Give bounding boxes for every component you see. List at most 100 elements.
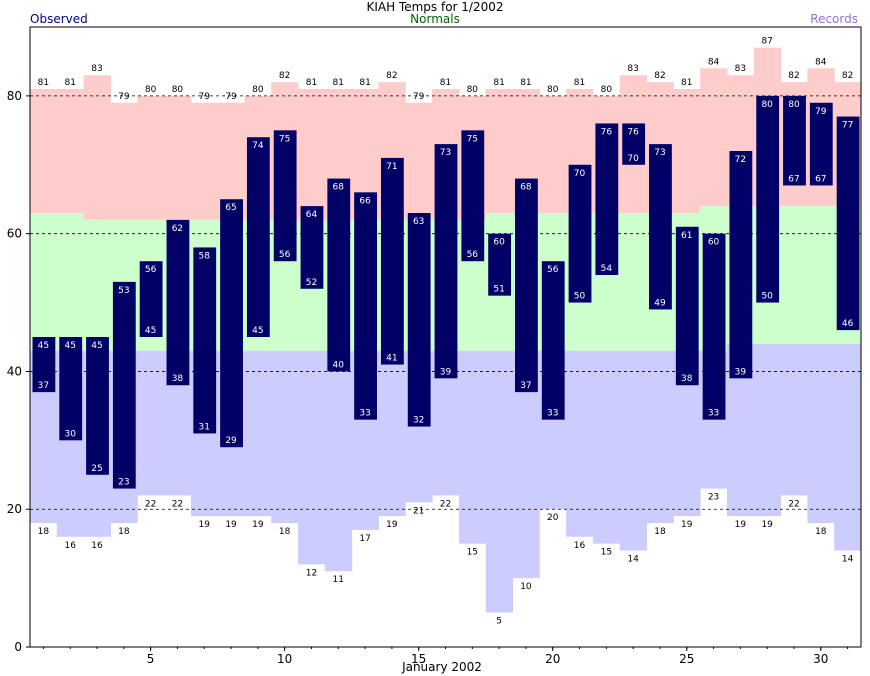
observed-high-label: 45 xyxy=(64,341,75,351)
observed-bar xyxy=(783,95,806,186)
observed-high-label: 56 xyxy=(145,265,157,275)
record-high-band xyxy=(190,102,219,220)
record-high-label: 79 xyxy=(118,92,130,102)
record-high-label: 82 xyxy=(654,71,665,81)
observed-high-label: 75 xyxy=(467,134,478,144)
record-high-band xyxy=(137,95,165,220)
observed-high-label: 58 xyxy=(199,251,211,261)
record-low-label: 12 xyxy=(306,568,317,578)
observed-high-label: 76 xyxy=(601,127,613,137)
observed-low-label: 54 xyxy=(601,264,613,274)
record-high-label: 79 xyxy=(225,92,237,102)
observed-bar xyxy=(407,213,431,427)
observed-low-label: 33 xyxy=(708,409,719,419)
record-low-label: 15 xyxy=(467,548,478,558)
record-high-label: 82 xyxy=(788,71,799,81)
record-low-label: 14 xyxy=(842,555,854,565)
y-tick-label: 20 xyxy=(7,502,22,516)
record-high-label: 81 xyxy=(333,78,344,88)
observed-bar xyxy=(702,233,726,420)
legend-normals: Normals xyxy=(410,12,460,26)
observed-bar xyxy=(327,178,351,372)
record-high-label: 79 xyxy=(199,92,211,102)
y-tick-label: 60 xyxy=(7,227,22,241)
legend-observed: Observed xyxy=(30,12,88,26)
y-tick-label: 80 xyxy=(7,89,22,103)
record-low-label: 18 xyxy=(815,527,827,537)
observed-bar xyxy=(300,206,324,289)
observed-bar xyxy=(112,281,136,489)
observed-low-label: 37 xyxy=(38,381,49,391)
observed-bar xyxy=(595,123,619,275)
observed-low-label: 33 xyxy=(359,409,370,419)
record-low-label: 19 xyxy=(199,520,211,530)
observed-low-label: 39 xyxy=(735,367,747,377)
record-low-label: 16 xyxy=(91,541,103,551)
record-low-band xyxy=(324,350,353,572)
observed-high-label: 65 xyxy=(225,203,236,213)
record-low-band xyxy=(646,350,674,523)
observed-low-label: 25 xyxy=(91,464,102,474)
observed-bar xyxy=(139,261,163,337)
record-high-label: 84 xyxy=(708,57,720,67)
observed-bar xyxy=(354,192,377,420)
x-tick-label: 25 xyxy=(679,652,694,666)
observed-high-label: 79 xyxy=(815,107,827,117)
observed-low-label: 56 xyxy=(467,250,479,260)
record-high-label: 81 xyxy=(38,78,49,88)
record-high-band xyxy=(700,68,728,207)
record-low-label: 22 xyxy=(145,499,156,509)
observed-high-label: 72 xyxy=(735,155,746,165)
observed-bar xyxy=(756,95,780,303)
record-high-label: 80 xyxy=(601,85,613,95)
record-low-band xyxy=(807,343,835,523)
observed-low-label: 31 xyxy=(199,422,210,432)
observed-high-label: 74 xyxy=(252,141,264,151)
observed-high-label: 68 xyxy=(333,183,345,193)
observed-low-label: 50 xyxy=(761,292,773,302)
chart-title: KIAH Temps for 1/2002 xyxy=(366,0,504,14)
record-low-label: 21 xyxy=(413,506,424,516)
observed-high-label: 63 xyxy=(413,217,424,227)
record-high-label: 81 xyxy=(574,78,585,88)
observed-bar xyxy=(380,157,404,365)
record-high-band xyxy=(30,89,58,213)
observed-bar xyxy=(220,199,243,448)
normal-range-band xyxy=(780,206,808,344)
record-low-band xyxy=(619,350,648,551)
observed-bar xyxy=(541,261,565,420)
observed-low-label: 39 xyxy=(440,367,452,377)
observed-low-label: 52 xyxy=(306,278,317,288)
record-low-band xyxy=(244,350,272,517)
x-tick-label: 15 xyxy=(411,652,426,666)
observed-high-label: 66 xyxy=(359,196,371,206)
record-high-label: 83 xyxy=(735,64,746,74)
observed-high-label: 60 xyxy=(493,238,505,248)
record-high-band xyxy=(405,102,433,220)
observed-low-label: 45 xyxy=(145,326,156,336)
observed-high-label: 62 xyxy=(172,224,183,234)
record-high-band xyxy=(539,95,567,213)
record-low-label: 5 xyxy=(496,617,502,627)
normal-range-band xyxy=(56,213,85,351)
record-low-label: 19 xyxy=(681,520,693,530)
observed-low-label: 51 xyxy=(493,285,504,295)
observed-bar xyxy=(515,178,538,393)
observed-bar xyxy=(622,123,646,165)
normal-range-band xyxy=(30,213,58,351)
observed-high-label: 70 xyxy=(574,169,586,179)
record-low-band xyxy=(834,343,862,551)
observed-low-label: 45 xyxy=(252,326,263,336)
record-high-label: 82 xyxy=(386,71,397,81)
record-high-label: 79 xyxy=(413,92,425,102)
x-tick-label: 30 xyxy=(813,652,828,666)
observed-bar xyxy=(488,233,512,296)
observed-low-label: 49 xyxy=(654,298,666,308)
observed-low-label: 46 xyxy=(842,319,854,329)
record-low-label: 15 xyxy=(601,548,612,558)
observed-low-label: 33 xyxy=(547,409,558,419)
observed-low-label: 40 xyxy=(333,360,345,370)
record-low-label: 19 xyxy=(735,520,747,530)
record-low-label: 18 xyxy=(38,527,50,537)
